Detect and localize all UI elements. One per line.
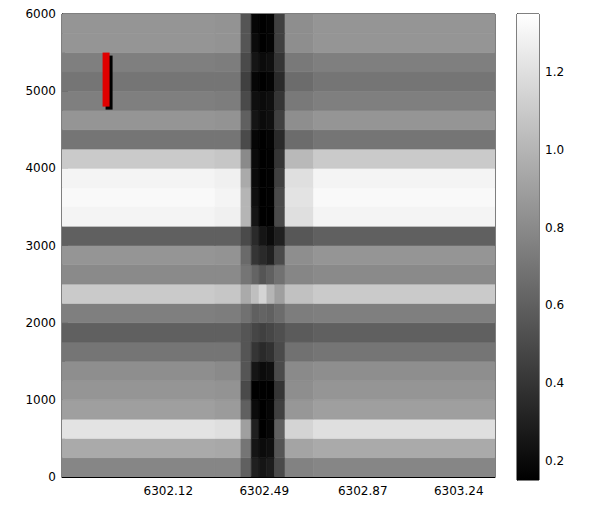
svg-text:6302.49: 6302.49 — [239, 484, 289, 498]
svg-text:6302.87: 6302.87 — [338, 484, 388, 498]
svg-text:5000: 5000 — [25, 84, 56, 98]
svg-text:4000: 4000 — [25, 161, 56, 175]
svg-text:0.2: 0.2 — [545, 454, 564, 468]
svg-text:1000: 1000 — [25, 393, 56, 407]
svg-text:6000: 6000 — [25, 7, 56, 21]
svg-text:1.2: 1.2 — [545, 65, 564, 79]
svg-text:0: 0 — [48, 470, 56, 484]
svg-text:3000: 3000 — [25, 239, 56, 253]
svg-text:1.0: 1.0 — [545, 143, 564, 157]
svg-text:2000: 2000 — [25, 316, 56, 330]
svg-text:6302.12: 6302.12 — [143, 484, 193, 498]
svg-text:6303.24: 6303.24 — [434, 484, 484, 498]
svg-text:0.4: 0.4 — [545, 376, 564, 390]
svg-text:0.6: 0.6 — [545, 298, 564, 312]
svg-text:0.8: 0.8 — [545, 221, 564, 235]
